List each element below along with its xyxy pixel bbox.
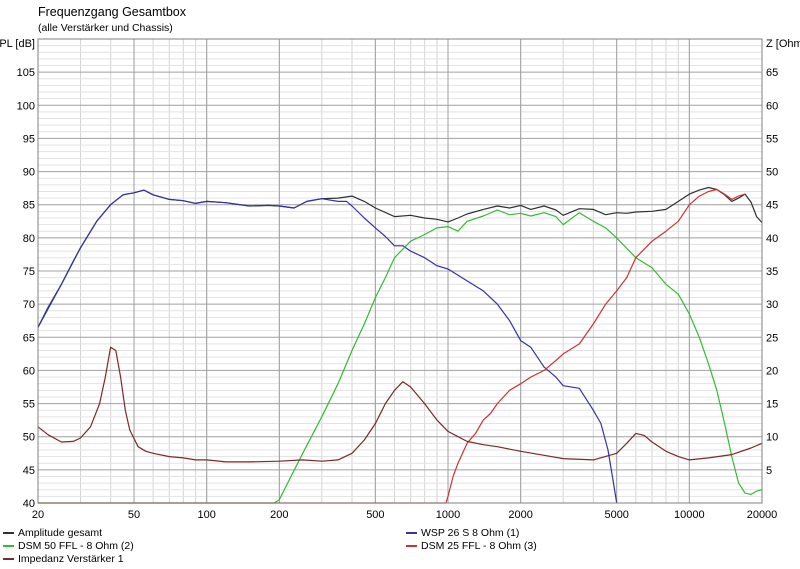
- x-tick-label: 10000: [674, 509, 705, 521]
- x-tick-label: 200: [270, 509, 288, 521]
- y-right-tick-label: 55: [766, 133, 778, 145]
- plot-frame: [37, 38, 763, 504]
- y-left-tick-label: 105: [17, 67, 35, 79]
- y-right-tick-label: 25: [766, 332, 778, 344]
- legend-swatch: [406, 532, 417, 534]
- y-left-tick-label: 55: [23, 399, 35, 411]
- y-left-tick-label: 75: [23, 266, 35, 278]
- y-axis-left-label: SPL [dB]: [0, 38, 35, 50]
- x-tick-label: 500: [366, 509, 384, 521]
- y-left-tick-label: 95: [23, 133, 35, 145]
- y-left-tick-label: 90: [23, 167, 35, 179]
- y-left-tick-label: 45: [23, 465, 35, 477]
- legend-label: Impedanz Verstärker 1: [18, 553, 124, 565]
- y-left-tick-label: 100: [17, 100, 35, 112]
- series-line-4: [38, 188, 746, 504]
- legend-item-4: DSM 25 FFL - 8 Ohm (3): [406, 540, 537, 552]
- y-left-tick-label: 70: [23, 299, 35, 311]
- y-right-tick-label: 60: [766, 100, 778, 112]
- y-right-tick-label: 45: [766, 200, 778, 212]
- y-right-tick-label: 20: [766, 365, 778, 377]
- series-line-5: [37, 346, 763, 463]
- tick-labels: 20 50 100 200 500 1000 2000 5000 10000 20000 40 45 5…: [17, 67, 779, 521]
- x-tick-label: 20: [32, 509, 44, 521]
- x-tick-label: 50: [128, 509, 140, 521]
- y-right-tick-label: 50: [766, 167, 778, 179]
- series-line-3: [38, 209, 763, 504]
- chart-title: Frequenzgang Gesamtbox: [38, 5, 187, 19]
- x-tick-label: 2000: [508, 509, 532, 521]
- x-tick-label: 1000: [436, 509, 460, 521]
- x-tick-label: 100: [198, 509, 216, 521]
- legend-label: DSM 50 FFL - 8 Ohm (2): [18, 540, 134, 552]
- y-right-tick-label: 10: [766, 432, 778, 444]
- legend-label: DSM 25 FFL - 8 Ohm (3): [421, 540, 537, 552]
- legend-item-2: WSP 26 S 8 Ohm (1): [406, 527, 519, 539]
- y-right-tick-label: 15: [766, 399, 778, 411]
- y-right-tick-label: 35: [766, 266, 778, 278]
- y-left-tick-label: 85: [23, 200, 35, 212]
- y-left-tick-label: 40: [23, 498, 35, 510]
- x-tick-label: 20000: [747, 509, 778, 521]
- legend-label: WSP 26 S 8 Ohm (1): [421, 527, 520, 539]
- y-right-tick-label: 5: [766, 465, 772, 477]
- y-right-tick-label: 30: [766, 299, 778, 311]
- y-left-tick-label: 60: [23, 365, 35, 377]
- chart-subtitle: (alle Verstärker und Chassis): [38, 22, 173, 34]
- x-tick-label: 5000: [604, 509, 628, 521]
- y-right-tick-label: 65: [766, 67, 778, 79]
- legend-item-1: Amplitude gesamt: [3, 527, 102, 539]
- series-line-2: [37, 189, 618, 504]
- y-axis-right-label: Z [Ohm]: [766, 38, 800, 50]
- legend-label: Amplitude gesamt: [18, 527, 103, 539]
- legend-item-3: DSM 50 FFL - 8 Ohm (2): [3, 540, 134, 552]
- major-grid: [37, 39, 763, 504]
- legend-swatch: [3, 532, 14, 534]
- legend-swatch: [3, 545, 14, 547]
- y-left-tick-label: 65: [23, 332, 35, 344]
- y-right-tick-label: 40: [766, 233, 778, 245]
- series-layer: [37, 186, 763, 504]
- legend-item-5: Impedanz Verstärker 1: [3, 553, 124, 565]
- legend-swatch: [3, 558, 14, 560]
- y-left-tick-label: 50: [23, 432, 35, 444]
- y-left-tick-label: 80: [23, 233, 35, 245]
- legend-swatch: [406, 545, 417, 547]
